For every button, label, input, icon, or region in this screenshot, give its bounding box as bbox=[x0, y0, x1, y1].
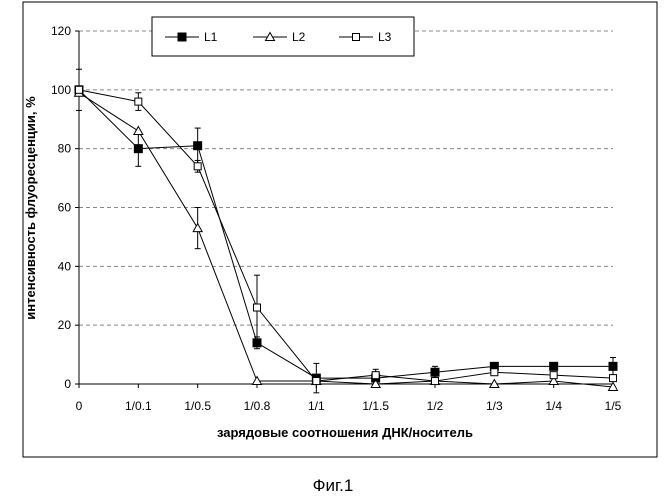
data-point-L3 bbox=[372, 372, 379, 379]
y-tick-label: 20 bbox=[58, 318, 72, 332]
x-tick-labels: 0 1/0.1 1/0.5 1/0.8 1/1 1/1.5 1/2 1/3 1/4 1/5 bbox=[76, 399, 622, 413]
series-L3 bbox=[76, 86, 617, 384]
data-point-L1 bbox=[431, 368, 439, 376]
data-point-L3 bbox=[194, 163, 201, 170]
y-tick-label: 100 bbox=[51, 83, 71, 97]
data-point-L3 bbox=[313, 378, 320, 385]
data-point-L3 bbox=[491, 369, 498, 376]
x-tick-label: 1/0.1 bbox=[125, 399, 152, 413]
axes bbox=[75, 31, 613, 388]
series-line-L2 bbox=[79, 93, 613, 387]
chart-outer-frame bbox=[23, 2, 657, 457]
legend-label-L1: L1 bbox=[204, 30, 218, 44]
legend-label-L2: L2 bbox=[292, 30, 306, 44]
data-point-L3 bbox=[76, 86, 83, 93]
y-axis-label: интенсивность флуоресценции, % bbox=[23, 96, 38, 320]
data-point-L2 bbox=[193, 224, 202, 232]
data-point-L3 bbox=[432, 378, 439, 385]
data-point-L1 bbox=[550, 362, 558, 370]
series-L2 bbox=[75, 88, 618, 390]
x-tick-label: 1/0.8 bbox=[244, 399, 271, 413]
data-point-L3 bbox=[610, 375, 617, 382]
legend-marker-L3 bbox=[353, 34, 360, 41]
data-point-L1 bbox=[134, 145, 142, 153]
x-tick-label: 1/2 bbox=[427, 399, 444, 413]
series-line-L3 bbox=[79, 90, 613, 381]
data-point-L1 bbox=[194, 142, 202, 150]
data-point-L2 bbox=[134, 127, 143, 135]
data-point-L1 bbox=[609, 362, 617, 370]
y-tick-label: 40 bbox=[58, 259, 72, 273]
x-tick-label: 1/5 bbox=[605, 399, 622, 413]
y-tick-label: 120 bbox=[51, 24, 71, 38]
series-L1 bbox=[75, 69, 617, 393]
x-tick-label: 1/4 bbox=[545, 399, 562, 413]
y-tick-label: 80 bbox=[58, 142, 72, 156]
data-point-L3 bbox=[550, 372, 557, 379]
legend-label-L3: L3 bbox=[378, 30, 392, 44]
y-tick-label: 60 bbox=[58, 201, 72, 215]
y-tick-labels: 0 20 40 60 80 100 120 bbox=[51, 24, 71, 391]
x-tick-label: 1/0.5 bbox=[184, 399, 211, 413]
legend-marker-L1 bbox=[178, 33, 186, 41]
x-tick-label: 1/3 bbox=[486, 399, 503, 413]
figure-caption: Фиг.1 bbox=[313, 476, 354, 495]
x-axis-label: зарядовые соотношения ДНК/носитель bbox=[217, 425, 473, 440]
data-point-L3 bbox=[254, 304, 261, 311]
data-point-L3 bbox=[135, 98, 142, 105]
x-tick-label: 1/1.5 bbox=[362, 399, 389, 413]
x-tick-label: 0 bbox=[76, 399, 83, 413]
y-tick-label: 0 bbox=[64, 377, 71, 391]
plot-area bbox=[75, 69, 618, 393]
grid-lines bbox=[79, 31, 613, 325]
series-line-L1 bbox=[79, 90, 613, 378]
legend: L1 L2 L3 bbox=[152, 17, 414, 56]
x-tick-label: 1/1 bbox=[308, 399, 325, 413]
